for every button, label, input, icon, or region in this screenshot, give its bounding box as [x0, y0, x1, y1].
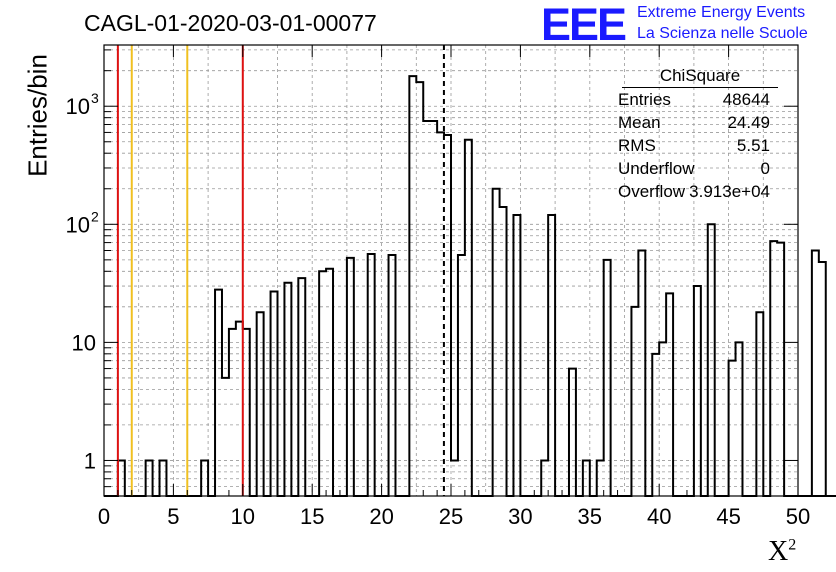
x-tick-label: 5 — [167, 504, 179, 529]
y-axis-label: Entries/bin — [22, 54, 53, 177]
y-tick-label: 10 — [72, 330, 96, 355]
stats-row: Overflow 3.913e+04 — [618, 182, 770, 201]
stats-title: ChiSquare — [622, 66, 778, 88]
x-tick-label: 0 — [98, 504, 110, 529]
x-tick-label: 40 — [647, 504, 671, 529]
eee-logo: EEE — [541, 0, 627, 50]
x-tick-label: 10 — [231, 504, 255, 529]
y-tick-label-exponent: 2 — [91, 208, 99, 224]
y-tick-label-exponent: 3 — [91, 90, 99, 106]
x-tick-label: 35 — [578, 504, 602, 529]
histogram-outline — [104, 75, 836, 497]
stats-row: Underflow 0 — [618, 159, 770, 178]
x-tick-label: 20 — [369, 504, 393, 529]
y-tick-label: 1 — [84, 448, 96, 473]
y-tick-label: 10 — [66, 212, 90, 237]
stats-row: Entries 48644 — [618, 90, 770, 109]
x-tick-label: 45 — [716, 504, 740, 529]
y-tick-label: 10 — [66, 94, 90, 119]
x-tick-label: 15 — [300, 504, 324, 529]
stats-box: ChiSquare Entries 48644 Mean 24.49 RMS 5.51… — [612, 66, 778, 205]
x-tick-label: 50 — [786, 504, 810, 529]
logo-line2: La Scienza nelle Scuole — [637, 25, 808, 42]
stats-row: Mean 24.49 — [618, 113, 770, 132]
x-tick-label: 30 — [508, 504, 532, 529]
logo-line1: Extreme Energy Events — [637, 4, 806, 21]
chart-title: CAGL-01-2020-03-01-00077 — [84, 10, 377, 36]
stats-row: RMS 5.51 — [618, 136, 770, 155]
x-tick-label: 25 — [439, 504, 463, 529]
x-axis-label: X2 — [768, 536, 797, 567]
